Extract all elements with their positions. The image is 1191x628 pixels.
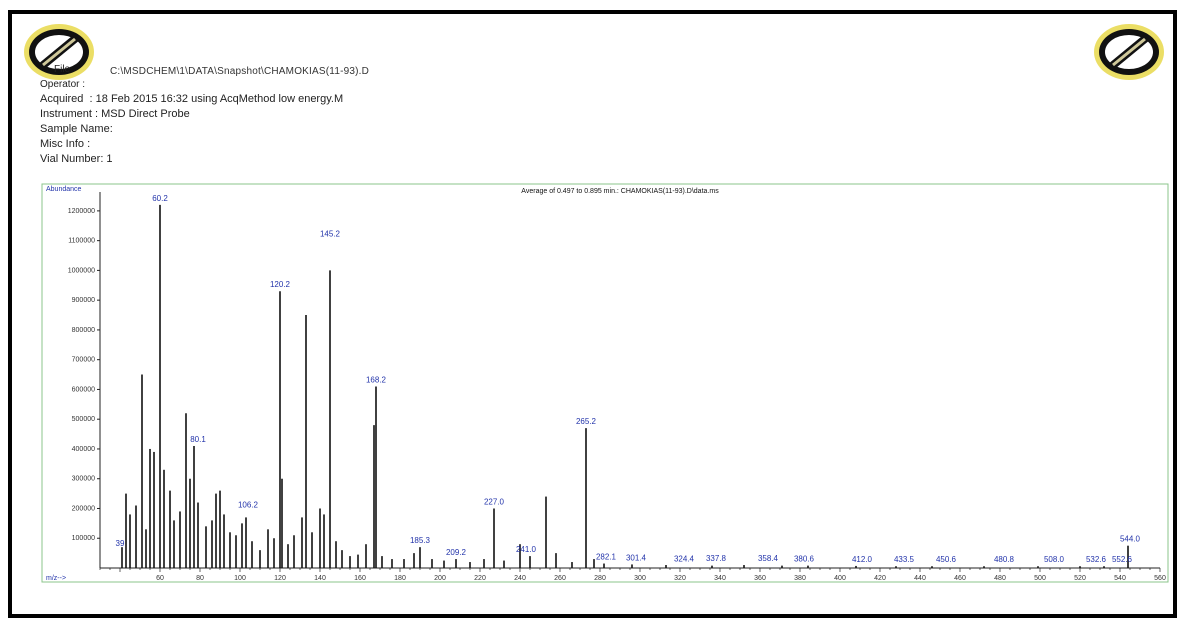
y-tick-label: 1200000 xyxy=(68,208,95,215)
x-tick-label: 280 xyxy=(594,575,606,582)
x-tick-label: 240 xyxy=(514,575,526,582)
x-tick-label: 560 xyxy=(1154,575,1166,582)
peak-label: 380.6 xyxy=(794,555,815,564)
peak-label: 227.0 xyxy=(484,497,505,506)
peak-label: 508.0 xyxy=(1044,555,1065,564)
x-tick-label: 540 xyxy=(1114,575,1126,582)
y-tick-label: 600000 xyxy=(72,386,95,393)
y-tick-label: 200000 xyxy=(72,505,95,512)
x-tick-label: 120 xyxy=(274,575,286,582)
x-tick-label: 300 xyxy=(634,575,646,582)
peak-label: 552.6 xyxy=(1112,555,1133,564)
x-tick-label: 500 xyxy=(1034,575,1046,582)
no-symbol-seal-icon xyxy=(1094,24,1164,80)
x-tick-label: 400 xyxy=(834,575,846,582)
peak-label: 120.2 xyxy=(270,280,291,289)
y-tick-label: 900000 xyxy=(72,297,95,304)
y-tick-label: 1000000 xyxy=(68,267,95,274)
x-tick-label: 340 xyxy=(714,575,726,582)
header-info: File Operator : Acquired : 18 Feb 2015 1… xyxy=(40,62,343,167)
operator-line: Operator : xyxy=(40,79,86,90)
x-tick-label: 220 xyxy=(474,575,486,582)
vial-number-line: Vial Number: 1 xyxy=(40,153,113,165)
axes-layer: 100000 200000 300000 400000 500000 600000 7000… xyxy=(68,192,1166,582)
x-tick-label: 260 xyxy=(554,575,566,582)
peak-label: 60.2 xyxy=(152,194,168,203)
peak-label: 433.5 xyxy=(894,555,915,564)
no-symbol-seal-icon xyxy=(24,24,94,80)
x-tick-label: 420 xyxy=(874,575,886,582)
peak-label: 185.3 xyxy=(410,536,431,545)
peak-label: 358.4 xyxy=(758,554,779,563)
y-axis-label: Abundance xyxy=(46,186,82,193)
report-frame xyxy=(8,10,1177,618)
plot-border xyxy=(41,183,1169,583)
x-tick-label: 460 xyxy=(954,575,966,582)
chart-title: Average of 0.497 to 0.895 min.: CHAMOKIA… xyxy=(521,188,719,195)
y-tick-label: 400000 xyxy=(72,446,95,453)
sample-name-line: Sample Name: xyxy=(40,123,113,135)
x-tick-label: 380 xyxy=(794,575,806,582)
peak-label: 480.8 xyxy=(994,555,1015,564)
peak-label: 450.6 xyxy=(936,555,957,564)
x-tick-label: 100 xyxy=(234,575,246,582)
x-tick-label: 360 xyxy=(754,575,766,582)
peak-label: 39 xyxy=(116,539,125,548)
x-tick-label: 140 xyxy=(314,575,326,582)
acquired-label: Acquired xyxy=(40,93,84,105)
misc-info-line: Misc Info : xyxy=(40,138,91,150)
file-path: C:\MSDCHEM\1\DATA\Snapshot\CHAMOKIAS(11-… xyxy=(110,66,370,77)
acquired-line: Acquired : 18 Feb 2015 16:32 using AcqMe… xyxy=(40,92,343,107)
peak-label: 145.2 xyxy=(320,230,341,239)
peak-label: 209.2 xyxy=(446,548,467,557)
peak-label: 168.2 xyxy=(366,375,387,384)
y-tick-label: 800000 xyxy=(72,327,95,334)
peak-label: 241.0 xyxy=(516,545,537,554)
peak-label: 337.8 xyxy=(706,554,727,563)
x-tick-label: 200 xyxy=(434,575,446,582)
peak-label: 324.4 xyxy=(674,555,695,564)
x-axis-label: m/z--> xyxy=(46,575,66,582)
y-tick-label: 700000 xyxy=(72,357,95,364)
y-tick-label: 100000 xyxy=(72,535,95,542)
peak-label: 265.2 xyxy=(576,417,597,426)
instrument-line: Instrument : MSD Direct Probe xyxy=(40,108,190,120)
file-label: File xyxy=(54,64,71,75)
x-tick-label: 320 xyxy=(674,575,686,582)
x-tick-label: 520 xyxy=(1074,575,1086,582)
peak-label: 532.6 xyxy=(1086,555,1107,564)
peak-label: 301.4 xyxy=(626,553,647,562)
peak-labels-layer: 60.2 80.1 106.2 120.2 145.2 168.2 185.3 209.2 22… xyxy=(116,194,1141,564)
acquired-value: : 18 Feb 2015 16:32 using AcqMethod low … xyxy=(89,93,344,105)
x-tick-label: 180 xyxy=(394,575,406,582)
x-tick-label: 440 xyxy=(914,575,926,582)
peak-label: 544.0 xyxy=(1120,535,1141,544)
x-tick-label: 160 xyxy=(354,575,366,582)
peak-label: 282.1 xyxy=(596,553,617,562)
x-tick-label: 60 xyxy=(156,575,164,582)
peak-label: 106.2 xyxy=(238,500,259,509)
y-tick-label: 300000 xyxy=(72,476,95,483)
peak-label: 80.1 xyxy=(190,435,206,444)
peak-label: 412.0 xyxy=(852,555,873,564)
x-tick-label: 480 xyxy=(994,575,1006,582)
y-tick-label: 500000 xyxy=(72,416,95,423)
x-tick-label: 80 xyxy=(196,575,204,582)
y-tick-label: 1100000 xyxy=(68,238,95,245)
peaks-layer xyxy=(121,204,1129,568)
